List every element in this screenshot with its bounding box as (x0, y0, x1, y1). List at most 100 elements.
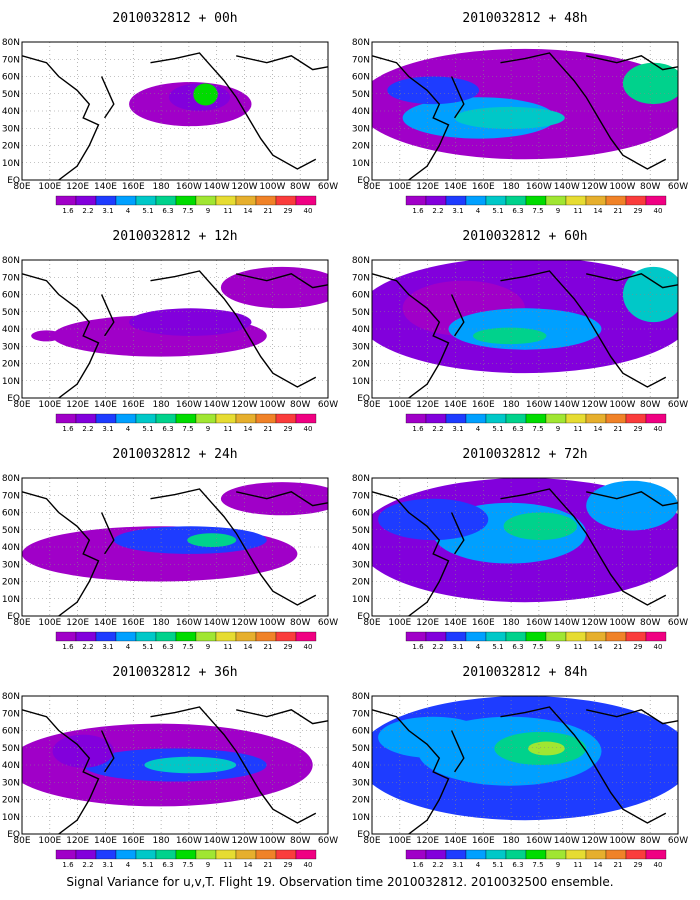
colorbar-label: 4 (476, 861, 481, 869)
colorbar-swatch (155, 631, 177, 642)
panel-title: 2010032812 + 00h (112, 11, 237, 26)
colorbar-label: 7.5 (532, 425, 543, 433)
colorbar-label: 7.5 (182, 861, 193, 869)
colorbar-label: 9 (206, 425, 210, 433)
x-tick-label: 100E (388, 182, 411, 192)
y-tick-label: 20N (2, 142, 20, 152)
colorbar-swatch (445, 631, 467, 642)
variance-contour (220, 266, 328, 309)
colorbar-swatch (565, 195, 587, 206)
colorbar-label: 11 (224, 425, 233, 433)
colorbar-swatch (175, 631, 197, 642)
y-tick-label: 60N (352, 509, 370, 519)
coastline (372, 709, 450, 834)
coastline (236, 55, 328, 71)
colorbar-swatch (215, 631, 237, 642)
colorbar-swatch (565, 413, 587, 424)
y-tick-label: 30N (352, 342, 370, 352)
y-tick-label: 60N (352, 291, 370, 301)
colorbar-label: 14 (594, 207, 603, 215)
coastline (150, 706, 317, 824)
colorbar-label: 5.1 (492, 643, 503, 651)
colorbar-swatch (525, 195, 547, 206)
y-tick-label: 10N (352, 377, 370, 387)
y-tick-label: 40N (352, 107, 370, 117)
colorbar-swatch (465, 849, 487, 860)
colorbar-swatch (585, 849, 607, 860)
coastline (100, 76, 115, 119)
x-tick-label: 80W (640, 618, 660, 628)
variance-contour (503, 512, 578, 541)
y-tick-label: 10N (2, 159, 20, 169)
colorbar-swatch (425, 413, 447, 424)
x-tick-label: 160E (472, 618, 495, 628)
x-tick-label: 160E (122, 836, 145, 846)
colorbar-swatch (135, 631, 157, 642)
map-frame (21, 41, 329, 181)
colorbar-label: 40 (654, 643, 663, 651)
x-tick-label: 140W (554, 618, 580, 628)
colorbar-swatch (295, 631, 317, 642)
colorbar-swatch (525, 413, 547, 424)
coastline (372, 491, 450, 616)
map-panel: 2010032812 + 36h 80E 100E 120E 140E 160E 180 16… (2, 665, 338, 869)
x-tick-label: 60W (668, 836, 688, 846)
colorbar-label: 21 (614, 643, 623, 651)
x-tick-label: 160E (472, 836, 495, 846)
x-tick-label: 100W (259, 618, 285, 628)
x-tick-label: 120W (582, 400, 608, 410)
colorbar-label: 6.3 (512, 861, 523, 869)
colorbar-label: 29 (284, 643, 293, 651)
colorbar-label: 7.5 (182, 425, 193, 433)
x-tick-label: 100W (609, 182, 635, 192)
coastline (236, 491, 328, 507)
y-tick-label: 40N (352, 325, 370, 335)
coastline (22, 709, 100, 834)
colorbar-label: 11 (574, 425, 583, 433)
colorbar-swatch (505, 849, 527, 860)
colorbar-swatch (275, 413, 297, 424)
x-tick-label: 60W (668, 400, 688, 410)
colorbar-label: 3.1 (452, 861, 463, 869)
colorbar-label: 11 (574, 643, 583, 651)
colorbar-label: 40 (654, 207, 663, 215)
y-tick-label: 10N (352, 595, 370, 605)
x-tick-label: 80W (290, 836, 310, 846)
colorbar-label: 40 (304, 861, 313, 869)
colorbar-swatch (195, 413, 217, 424)
y-tick-label: 40N (2, 325, 20, 335)
colorbar-label: 7.5 (532, 643, 543, 651)
map-panel: 2010032812 + 24h 80E 100E 120E 140E 160E 180 16… (2, 447, 338, 651)
colorbar-label: 3.1 (452, 425, 463, 433)
colorbar-swatch (175, 849, 197, 860)
colorbar-label: 4 (126, 861, 131, 869)
colorbar-label: 21 (614, 207, 623, 215)
colorbar-swatch (445, 849, 467, 860)
colorbar-label: 40 (654, 425, 663, 433)
y-tick-label: 80N (2, 38, 20, 48)
x-tick-label: 100E (388, 618, 411, 628)
colorbar-swatch (545, 631, 567, 642)
variance-contour (586, 480, 678, 531)
colorbar-swatch (585, 413, 607, 424)
colorbar-swatch (195, 631, 217, 642)
colorbar-swatch (295, 413, 317, 424)
x-tick-label: 180 (152, 182, 169, 192)
x-tick-label: 120W (582, 618, 608, 628)
colorbar-swatch (75, 631, 97, 642)
panel-title: 2010032812 + 72h (462, 447, 587, 462)
x-tick-label: 100E (38, 618, 61, 628)
colorbar-label: 11 (224, 861, 233, 869)
colorbar-label: 9 (206, 861, 210, 869)
x-tick-label: 160W (176, 836, 202, 846)
colorbar-label: 2.2 (82, 861, 93, 869)
y-tick-label: 80N (352, 256, 370, 266)
y-tick-label: 20N (2, 796, 20, 806)
x-tick-label: 120W (232, 182, 258, 192)
y-tick-label: 40N (352, 761, 370, 771)
colorbar-swatch (545, 195, 567, 206)
colorbar-label: 5.1 (142, 861, 153, 869)
y-tick-label: 20N (352, 360, 370, 370)
colorbar-label: 3.1 (102, 643, 113, 651)
